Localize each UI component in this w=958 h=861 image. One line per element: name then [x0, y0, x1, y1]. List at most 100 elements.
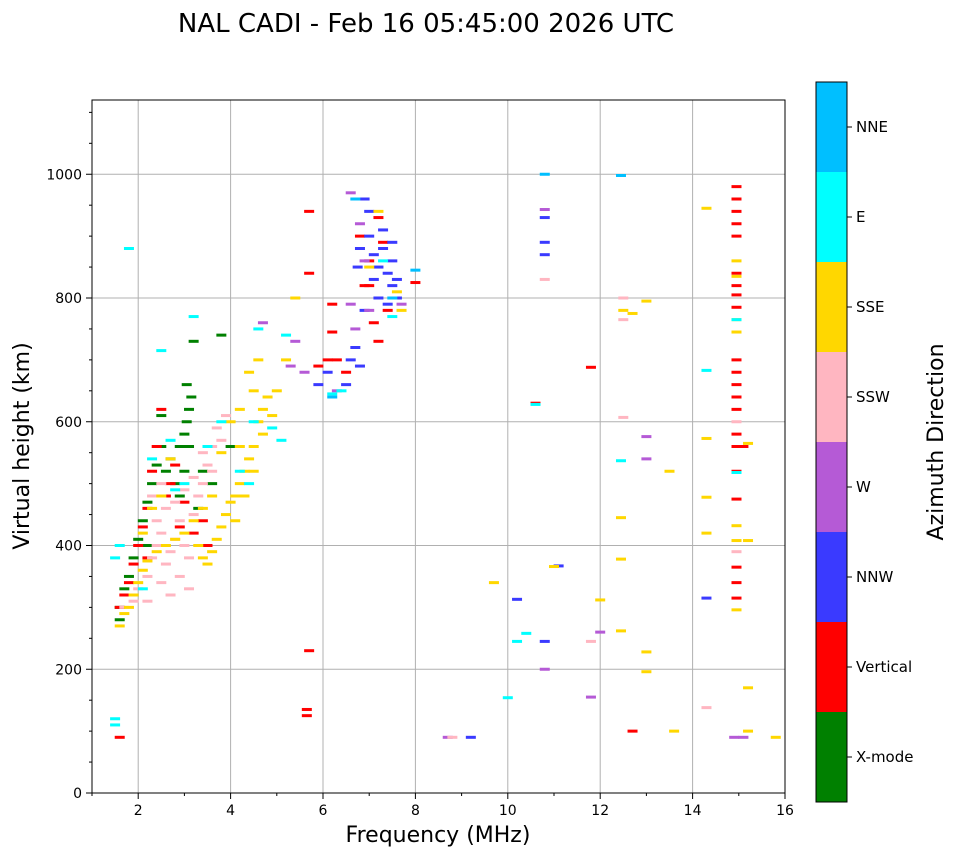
data-point — [211, 537, 222, 541]
data-point — [743, 729, 754, 733]
data-point — [147, 494, 158, 498]
data-point — [391, 290, 402, 294]
colorbar-category-label: E — [856, 208, 865, 226]
data-point — [179, 482, 190, 486]
series-ssw — [119, 277, 742, 739]
data-point — [539, 667, 550, 671]
data-point — [151, 544, 162, 547]
data-point — [731, 185, 742, 189]
data-point — [225, 500, 236, 504]
data-point — [193, 494, 204, 498]
data-point — [234, 445, 245, 448]
data-point — [378, 247, 389, 250]
data-point — [447, 735, 458, 739]
data-point — [179, 469, 190, 473]
data-point — [410, 268, 421, 272]
data-point — [281, 333, 292, 337]
data-point — [267, 426, 278, 430]
data-point — [123, 574, 134, 578]
data-point — [313, 364, 324, 368]
data-point — [267, 414, 278, 418]
data-point — [281, 358, 292, 362]
x-tick-label: 14 — [684, 803, 702, 819]
colorbar-segment — [816, 622, 847, 712]
data-point — [521, 631, 532, 635]
series-vertical — [114, 185, 749, 739]
data-point — [387, 259, 398, 263]
data-point — [664, 469, 675, 473]
data-point — [731, 358, 742, 362]
data-point — [188, 531, 199, 535]
data-point — [174, 525, 185, 529]
data-point — [345, 302, 356, 306]
data-point — [216, 420, 227, 424]
data-point — [731, 608, 742, 612]
data-point — [301, 707, 312, 711]
data-point — [731, 497, 742, 501]
data-point — [119, 593, 130, 597]
colorbar-label: Azimuth Direction — [924, 343, 949, 540]
data-point — [197, 519, 208, 523]
data-point — [731, 470, 742, 474]
data-point — [539, 639, 550, 643]
data-point — [156, 482, 167, 486]
data-point — [137, 531, 148, 535]
data-point — [165, 550, 176, 554]
data-point — [174, 574, 185, 578]
data-point — [731, 383, 742, 387]
data-point — [364, 234, 375, 238]
colorbar-frame — [815, 81, 848, 803]
data-point — [142, 574, 153, 578]
data-point — [225, 420, 236, 424]
y-axis-ticks: 0 200 400 600 800 1000 — [46, 111, 92, 802]
data-point — [585, 695, 596, 699]
data-point — [512, 597, 523, 601]
data-point — [174, 494, 185, 498]
data-point — [142, 500, 153, 504]
data-point — [350, 327, 361, 331]
data-point — [234, 482, 245, 486]
data-point — [202, 562, 213, 566]
data-point — [341, 370, 352, 374]
data-point — [731, 234, 742, 238]
data-point — [165, 593, 176, 597]
data-point — [378, 228, 389, 232]
data-point — [304, 271, 315, 275]
x-tick-label: 4 — [226, 803, 235, 819]
data-point — [170, 500, 181, 504]
data-point — [220, 414, 231, 418]
data-point — [184, 556, 195, 560]
data-point — [202, 463, 213, 467]
data-point — [220, 513, 231, 517]
data-point — [354, 222, 365, 226]
data-point — [197, 482, 208, 486]
data-point — [731, 305, 742, 309]
data-point — [184, 445, 195, 448]
data-point — [731, 293, 742, 297]
data-point — [244, 482, 255, 486]
data-point — [731, 209, 742, 213]
data-point — [615, 516, 626, 520]
data-point — [731, 539, 742, 543]
data-point — [165, 438, 176, 442]
data-point — [179, 500, 190, 504]
data-point — [387, 240, 398, 244]
data-point — [352, 265, 363, 269]
data-point — [151, 445, 162, 448]
data-point — [234, 469, 245, 473]
data-point — [530, 402, 541, 406]
y-tick-label: 800 — [55, 291, 82, 307]
data-point — [128, 562, 139, 566]
data-point — [502, 696, 513, 700]
data-point — [110, 717, 121, 721]
data-point — [731, 259, 742, 263]
data-point — [731, 596, 742, 600]
data-point — [585, 365, 596, 369]
data-point — [731, 407, 742, 411]
data-point — [147, 506, 158, 510]
x-tick-label: 2 — [134, 803, 143, 819]
series-sse — [114, 206, 781, 739]
data-point — [641, 435, 652, 439]
